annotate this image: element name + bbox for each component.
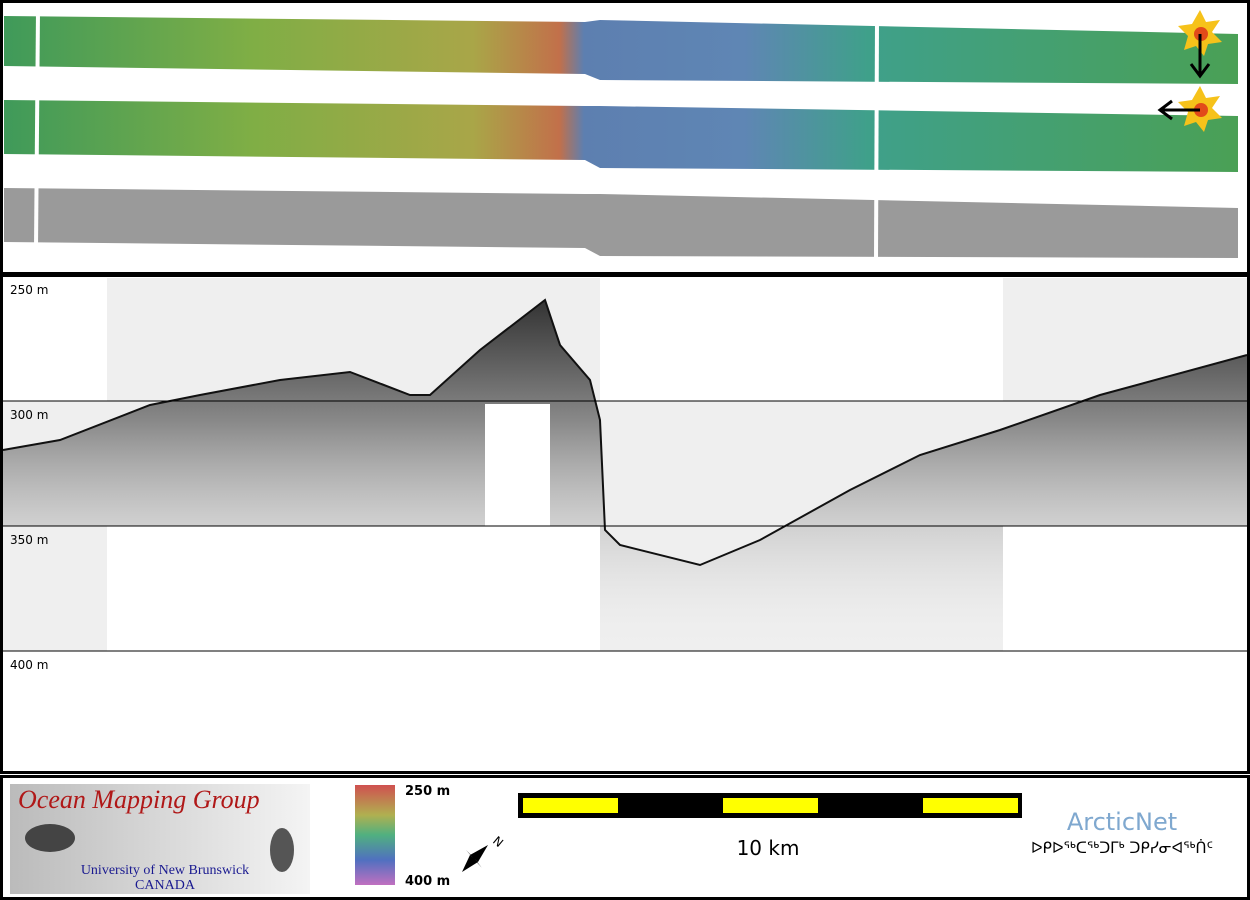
colorbar-label: 400 m — [405, 874, 450, 889]
logo-title: Ocean Mapping Group — [18, 785, 260, 814]
strip-gaps — [34, 9, 879, 261]
sun-icons — [1157, 10, 1222, 132]
backscatter-strip — [4, 188, 1238, 258]
scale-bar — [518, 793, 1022, 818]
bathymetry-strip — [4, 100, 1238, 172]
colorbar — [355, 785, 395, 885]
seafloor-echo — [3, 300, 1247, 651]
depth-label: 250 m — [10, 283, 48, 297]
depth-label: 300 m — [10, 408, 48, 422]
partner-name: ArcticNet — [1067, 808, 1177, 836]
depth-label: 400 m — [10, 658, 48, 672]
logo-icon — [270, 828, 294, 872]
colorbar-label: 250 m — [405, 784, 450, 799]
partner-subtitle: ᐅᑭᐅᖅᑕᖅᑐᒥᒃ ᑐᑭᓯᓂᐊᖅᑏᑦ — [1031, 839, 1213, 857]
seafloor-line — [2, 298, 1248, 567]
logo-icon — [25, 824, 75, 852]
scale-label: 10 km — [737, 836, 800, 860]
logo-country: CANADA — [135, 878, 196, 893]
depth-label: 350 m — [10, 533, 48, 547]
logo-institution: University of New Brunswick — [81, 863, 249, 878]
data-gap — [485, 404, 550, 526]
bathymetry-strip — [4, 16, 1238, 84]
depth-lines — [3, 400, 1247, 652]
